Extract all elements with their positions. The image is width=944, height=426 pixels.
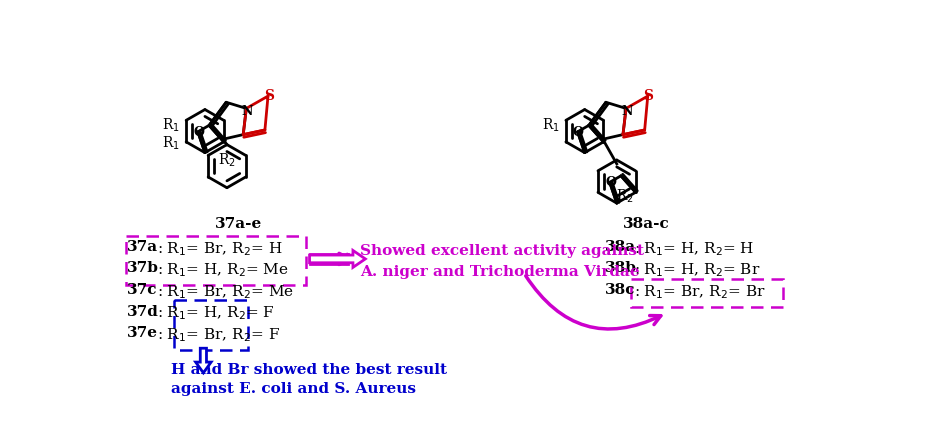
Text: 37c: 37c [127,282,158,296]
Text: R$_2$: R$_2$ [615,187,633,204]
Text: R$_1$: R$_1$ [162,116,179,133]
Text: R$_2$: R$_2$ [218,151,236,169]
Text: O: O [572,125,583,138]
Text: O: O [604,176,615,189]
Text: 37a: 37a [127,239,159,253]
Text: S: S [263,88,274,102]
Text: 37e: 37e [127,325,159,340]
Text: 38a: 38a [604,239,635,253]
Text: : R$_1$= H, R$_2$= Br: : R$_1$= H, R$_2$= Br [633,261,760,279]
Text: 37d: 37d [127,304,160,318]
Text: : R$_1$= H, R$_2$= Me: : R$_1$= H, R$_2$= Me [157,261,289,279]
Bar [174,301,248,350]
Text: 38a-c: 38a-c [623,216,669,230]
Text: N: N [620,105,632,118]
Text: A. niger and Trichoderma Virdae: A. niger and Trichoderma Virdae [360,265,639,279]
FancyArrowPatch shape [525,276,660,329]
Text: R$_1$: R$_1$ [541,116,559,133]
FancyArrowPatch shape [198,354,209,366]
FancyArrow shape [195,348,211,373]
FancyArrow shape [310,251,365,268]
Text: S: S [643,88,653,102]
Text: R$_1$: R$_1$ [162,134,179,151]
Text: 38b: 38b [604,261,636,275]
Bar [631,279,783,307]
Text: O: O [193,125,204,138]
Text: 37b: 37b [127,261,160,275]
Text: N: N [241,105,252,118]
Bar [126,236,305,285]
Text: : R$_1$= Br, R$_2$= Br: : R$_1$= Br, R$_2$= Br [633,282,766,300]
Text: against E. coli and S. Aureus: against E. coli and S. Aureus [171,381,415,394]
Text: H and Br showed the best result: H and Br showed the best result [171,362,447,376]
Text: 37a-e: 37a-e [214,216,261,230]
Text: : R$_1$= Br, R$_2$= H: : R$_1$= Br, R$_2$= H [157,239,282,257]
Text: : R$_1$= Br, R$_2$= Me: : R$_1$= Br, R$_2$= Me [157,282,294,300]
Text: : R$_1$= H, R$_2$= F: : R$_1$= H, R$_2$= F [157,304,275,322]
Text: 38c: 38c [604,282,634,296]
Text: Showed excellent activity against: Showed excellent activity against [360,243,643,257]
Text: : R$_1$= Br, R$_2$= F: : R$_1$= Br, R$_2$= F [157,325,279,343]
Text: : R$_1$= H, R$_2$= H: : R$_1$= H, R$_2$= H [633,239,754,257]
